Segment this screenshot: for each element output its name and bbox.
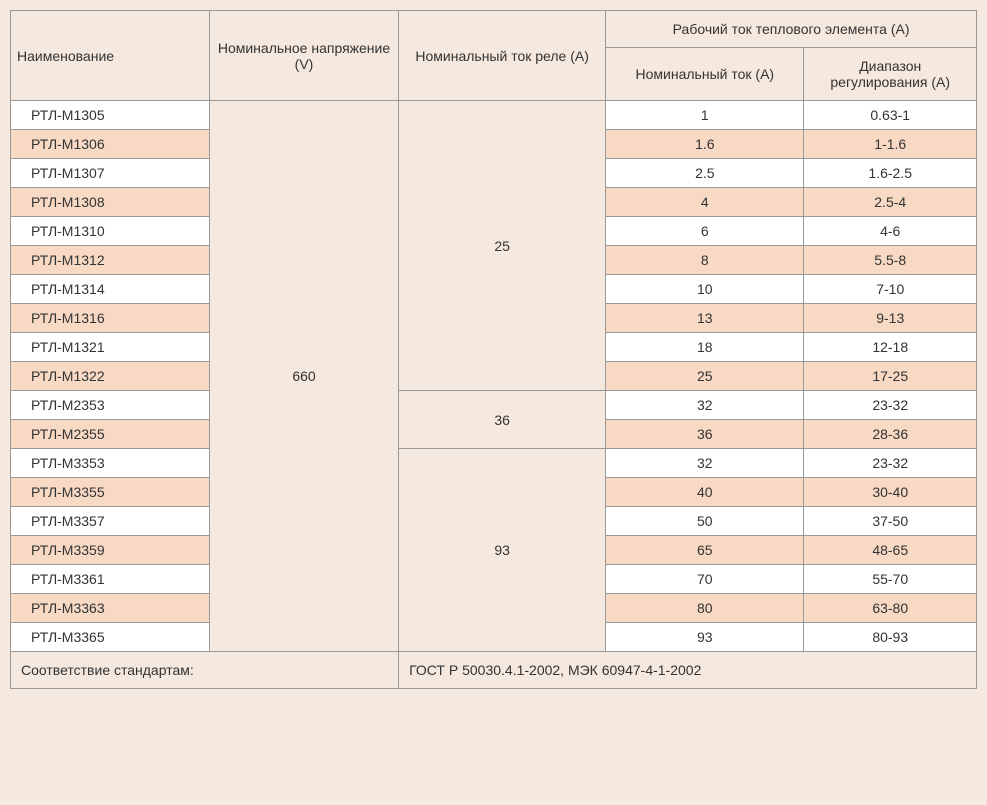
cell-relay-current: 93 [399, 449, 606, 652]
cell-name: РТЛ-М1308 [11, 188, 210, 217]
cell-name: РТЛ-М1310 [11, 217, 210, 246]
cell-name: РТЛ-М3357 [11, 507, 210, 536]
cell-nominal-current: 50 [606, 507, 804, 536]
cell-nominal-current: 1 [606, 101, 804, 130]
cell-range: 23-32 [804, 391, 977, 420]
cell-relay-current: 36 [399, 391, 606, 449]
table-row: РТЛ-М3353933223-32 [11, 449, 977, 478]
cell-nominal-current: 10 [606, 275, 804, 304]
cell-name: РТЛ-М2355 [11, 420, 210, 449]
cell-range: 12-18 [804, 333, 977, 362]
header-nominal-current: Номинальный ток (A) [606, 48, 804, 101]
cell-name: РТЛ-М1306 [11, 130, 210, 159]
cell-range: 30-40 [804, 478, 977, 507]
table-body: РТЛ-М13056602510.63-1РТЛ-М13061.61-1.6РТ… [11, 101, 977, 689]
header-name: Наименование [11, 11, 210, 101]
cell-nominal-current: 32 [606, 391, 804, 420]
cell-nominal-current: 4 [606, 188, 804, 217]
cell-name: РТЛ-М1314 [11, 275, 210, 304]
table-row: РТЛ-М13056602510.63-1 [11, 101, 977, 130]
cell-name: РТЛ-М3359 [11, 536, 210, 565]
cell-range: 17-25 [804, 362, 977, 391]
header-range: Диапазон регулирования (A) [804, 48, 977, 101]
cell-relay-current: 25 [399, 101, 606, 391]
footer-value: ГОСТ Р 50030.4.1-2002, МЭК 60947-4-1-200… [399, 652, 977, 689]
cell-range: 7-10 [804, 275, 977, 304]
cell-nominal-current: 2.5 [606, 159, 804, 188]
cell-name: РТЛ-М2353 [11, 391, 210, 420]
cell-range: 23-32 [804, 449, 977, 478]
cell-range: 80-93 [804, 623, 977, 652]
cell-range: 9-13 [804, 304, 977, 333]
cell-range: 5.5-8 [804, 246, 977, 275]
cell-range: 4-6 [804, 217, 977, 246]
cell-nominal-current: 6 [606, 217, 804, 246]
cell-name: РТЛ-М3355 [11, 478, 210, 507]
cell-name: РТЛ-М1312 [11, 246, 210, 275]
cell-nominal-current: 13 [606, 304, 804, 333]
cell-nominal-current: 70 [606, 565, 804, 594]
cell-nominal-current: 36 [606, 420, 804, 449]
cell-name: РТЛ-М1322 [11, 362, 210, 391]
header-thermal-group: Рабочий ток теплового элемента (A) [606, 11, 977, 48]
cell-range: 28-36 [804, 420, 977, 449]
cell-voltage: 660 [209, 101, 398, 652]
cell-nominal-current: 93 [606, 623, 804, 652]
cell-nominal-current: 40 [606, 478, 804, 507]
cell-name: РТЛ-М1321 [11, 333, 210, 362]
header-relay-current: Номинальный ток реле (A) [399, 11, 606, 101]
relay-spec-table: Наименование Номинальное напряжение (V) … [10, 10, 977, 689]
cell-range: 0.63-1 [804, 101, 977, 130]
cell-name: РТЛ-М1305 [11, 101, 210, 130]
cell-nominal-current: 32 [606, 449, 804, 478]
cell-range: 1-1.6 [804, 130, 977, 159]
cell-nominal-current: 1.6 [606, 130, 804, 159]
cell-name: РТЛ-М3365 [11, 623, 210, 652]
footer-row: Соответствие стандартам:ГОСТ Р 50030.4.1… [11, 652, 977, 689]
cell-name: РТЛ-М3353 [11, 449, 210, 478]
cell-nominal-current: 8 [606, 246, 804, 275]
cell-nominal-current: 65 [606, 536, 804, 565]
cell-nominal-current: 25 [606, 362, 804, 391]
cell-name: РТЛ-М1316 [11, 304, 210, 333]
cell-nominal-current: 18 [606, 333, 804, 362]
header-voltage: Номинальное напряжение (V) [209, 11, 398, 101]
cell-name: РТЛ-М1307 [11, 159, 210, 188]
cell-range: 48-65 [804, 536, 977, 565]
cell-range: 55-70 [804, 565, 977, 594]
cell-name: РТЛ-М3363 [11, 594, 210, 623]
cell-range: 63-80 [804, 594, 977, 623]
footer-label: Соответствие стандартам: [11, 652, 399, 689]
cell-range: 2.5-4 [804, 188, 977, 217]
cell-name: РТЛ-М3361 [11, 565, 210, 594]
cell-range: 1.6-2.5 [804, 159, 977, 188]
cell-nominal-current: 80 [606, 594, 804, 623]
cell-range: 37-50 [804, 507, 977, 536]
table-row: РТЛ-М2353363223-32 [11, 391, 977, 420]
